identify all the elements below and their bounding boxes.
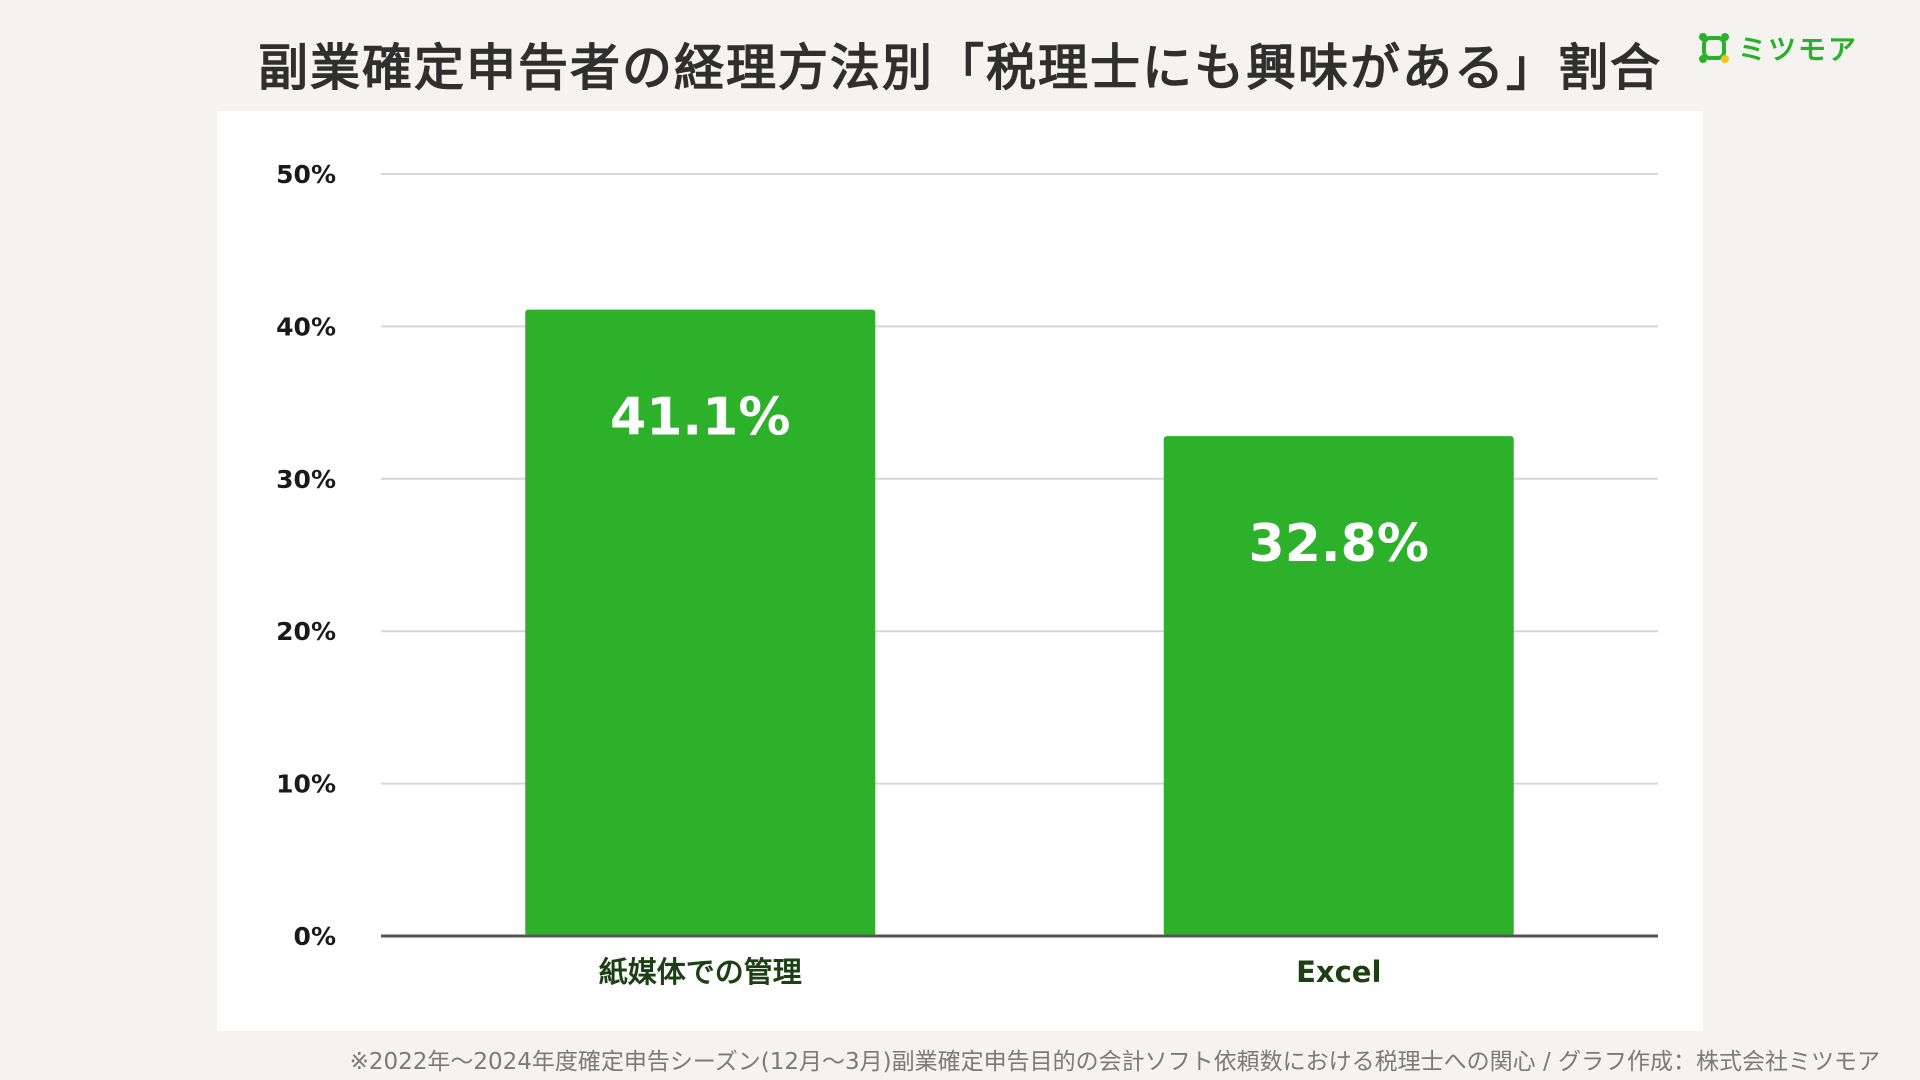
y-tick-label: 30% — [276, 465, 336, 494]
x-category-label: Excel — [1296, 955, 1381, 989]
data-label: 32.8% — [1249, 514, 1429, 574]
bars — [525, 309, 1514, 936]
y-tick-label: 10% — [276, 770, 336, 799]
chart-title: 副業確定申告者の経理方法別「税理士にも興味がある」割合 — [258, 39, 1662, 97]
x-axis-categories: 紙媒体での管理 Excel — [599, 955, 1382, 989]
y-tick-label: 50% — [276, 160, 336, 189]
data-labels: 41.1% 32.8% — [610, 388, 1429, 574]
y-tick-label: 20% — [276, 617, 336, 646]
y-tick-label: 40% — [276, 312, 336, 341]
chart-panel: 0% 10% 20% 30% 40% 50% 41.1% 32.8% 紙媒体での管理 Exce… — [217, 111, 1703, 1031]
bar-chart: 0% 10% 20% 30% 40% 50% 41.1% 32.8% 紙媒体での管理 Exce… — [276, 160, 1658, 989]
data-label: 41.1% — [610, 388, 790, 448]
x-category-label: 紙媒体での管理 — [599, 955, 802, 989]
brand-name: ミツモア — [1738, 33, 1859, 66]
brand: ミツモア — [1698, 28, 1858, 68]
y-axis-ticks: 0% 10% 20% 30% 40% 50% — [276, 160, 336, 951]
y-tick-label: 0% — [294, 922, 336, 951]
mitsumore-logo-icon — [1699, 33, 1729, 63]
bar-0 — [525, 309, 876, 936]
bar-1 — [1163, 436, 1514, 936]
footnote: ※2022年〜2024年度確定申告シーズン(12月〜3月)副業確定申告目的の会計… — [349, 1049, 1880, 1075]
